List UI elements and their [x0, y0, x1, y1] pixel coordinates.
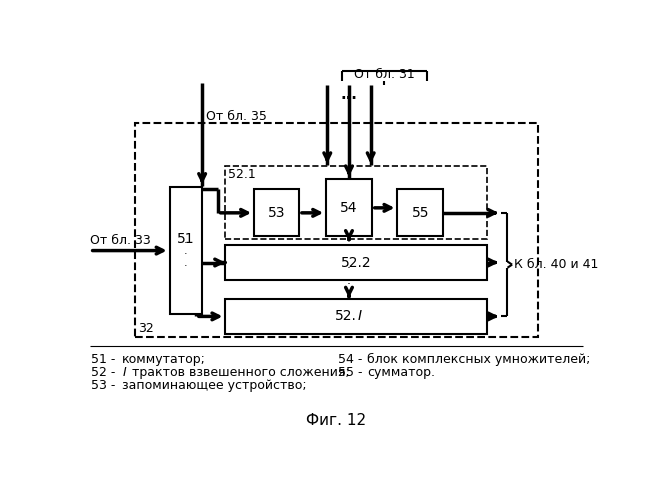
Text: От бл. 35: От бл. 35 — [206, 110, 267, 123]
Text: От бл. 31: От бл. 31 — [354, 68, 415, 80]
Bar — [326, 180, 372, 236]
Text: 52.: 52. — [335, 310, 356, 324]
Text: 51: 51 — [177, 232, 195, 246]
Text: I: I — [357, 310, 361, 324]
Text: 54 -: 54 - — [338, 352, 362, 366]
Text: Фиг. 12: Фиг. 12 — [306, 413, 366, 428]
Text: ·
·
·: · · · — [504, 267, 508, 312]
Text: 52.1: 52.1 — [228, 168, 256, 181]
Text: ...: ... — [340, 87, 358, 102]
Bar — [134, 123, 538, 337]
Text: 51 -: 51 - — [91, 352, 115, 366]
Text: 53: 53 — [268, 206, 285, 220]
Text: 52 -: 52 - — [91, 366, 115, 378]
Text: ·
·
·: · · · — [184, 238, 188, 271]
Bar — [169, 187, 202, 314]
Text: 55: 55 — [411, 206, 429, 220]
Bar — [226, 245, 487, 280]
Text: 55 -: 55 - — [338, 366, 362, 378]
Text: 53 -: 53 - — [91, 379, 115, 392]
Text: блок комплексных умножителей;: блок комплексных умножителей; — [367, 352, 590, 366]
Text: трактов взвешенного сложения;: трактов взвешенного сложения; — [129, 366, 350, 378]
Text: 32: 32 — [138, 322, 154, 335]
Bar — [254, 190, 299, 236]
Text: I: I — [122, 366, 126, 378]
Text: К бл. 40 и 41: К бл. 40 и 41 — [514, 258, 599, 271]
Text: коммутатор;: коммутатор; — [122, 352, 206, 366]
Text: запоминающее устройство;: запоминающее устройство; — [122, 379, 307, 392]
Bar — [226, 166, 487, 240]
Text: 54: 54 — [340, 201, 358, 215]
Text: 52.2: 52.2 — [341, 256, 372, 270]
Bar — [226, 298, 487, 334]
Text: сумматор.: сумматор. — [367, 366, 435, 378]
Text: От бл. 33: От бл. 33 — [90, 234, 150, 246]
Text: ·
·
·: · · · — [347, 262, 351, 308]
Bar — [398, 190, 443, 236]
